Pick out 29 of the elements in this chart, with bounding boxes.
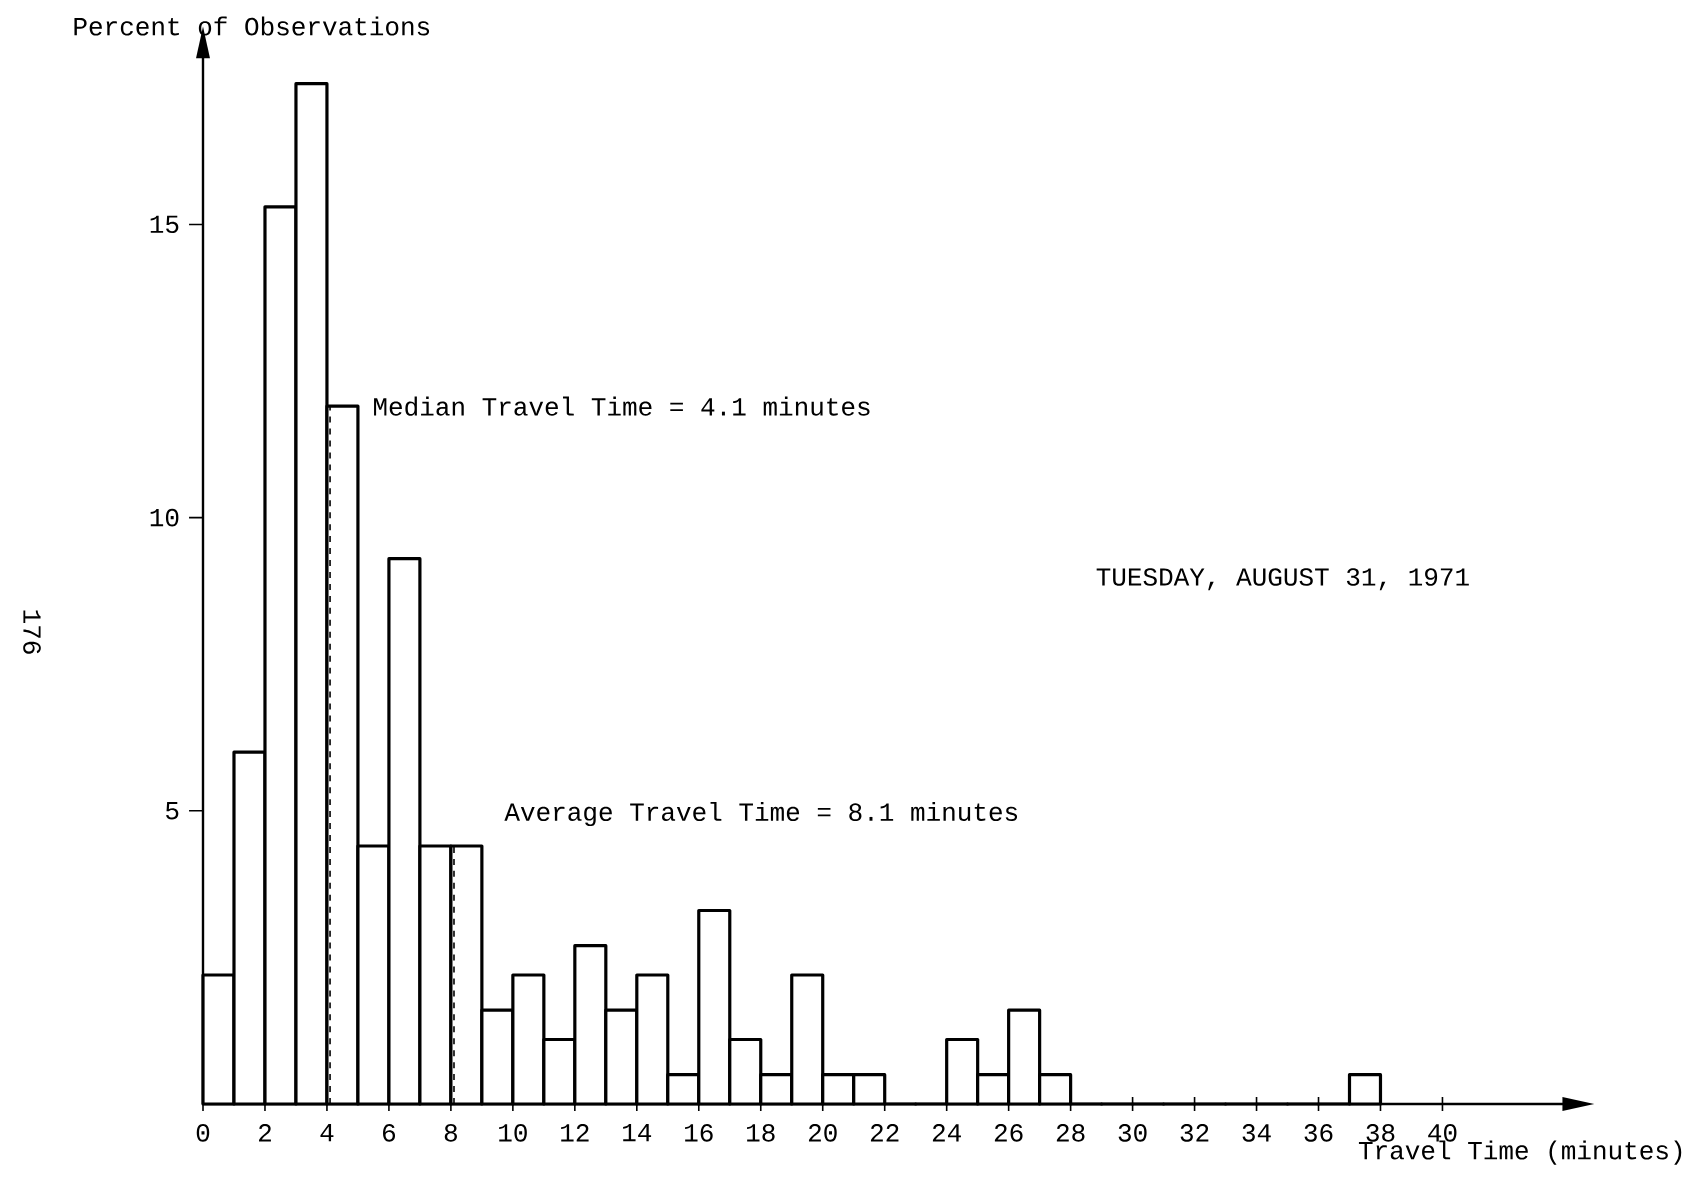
ref-line-label: Average Travel Time = 8.1 minutes xyxy=(504,801,1018,827)
x-tick-label: 6 xyxy=(383,1124,396,1142)
x-tick-label: 10 xyxy=(499,1124,527,1142)
x-tick-label: 38 xyxy=(1366,1124,1395,1142)
x-tick-label: 32 xyxy=(1180,1124,1209,1142)
x-tick-label: 22 xyxy=(870,1124,899,1142)
x-tick-label: 16 xyxy=(685,1124,713,1142)
annotation: TUESDAY, AUGUST 31, 1971 xyxy=(1096,568,1469,591)
x-tick-label: 40 xyxy=(1428,1124,1457,1142)
x-tick-label: 14 xyxy=(623,1124,652,1142)
x-tick-label: 36 xyxy=(1304,1124,1333,1142)
x-tick-label: 30 xyxy=(1118,1124,1147,1142)
x-tick-label: 20 xyxy=(808,1124,837,1142)
y-tick-label: 10 xyxy=(150,508,179,527)
y-axis-title: Percent of Observations xyxy=(74,16,430,36)
x-tick-label: 24 xyxy=(932,1124,961,1142)
x-tick-label: 2 xyxy=(259,1124,271,1142)
y-tick-label: 5 xyxy=(166,802,179,820)
x-tick-label: 12 xyxy=(561,1124,589,1142)
x-tick-label: 26 xyxy=(994,1124,1023,1142)
x-tick-label: 28 xyxy=(1056,1124,1085,1142)
ref-line-label: Median Travel Time = 4.1 minutes xyxy=(374,396,870,416)
text: 176 xyxy=(23,610,41,654)
x-tick-label: 0 xyxy=(196,1124,210,1142)
x-tick-label: 34 xyxy=(1242,1124,1271,1142)
x-tick-label: 8 xyxy=(444,1124,457,1142)
y-tick-label: 15 xyxy=(150,215,179,234)
x-tick-label: 4 xyxy=(320,1124,334,1142)
x-tick-label: 18 xyxy=(747,1124,775,1142)
